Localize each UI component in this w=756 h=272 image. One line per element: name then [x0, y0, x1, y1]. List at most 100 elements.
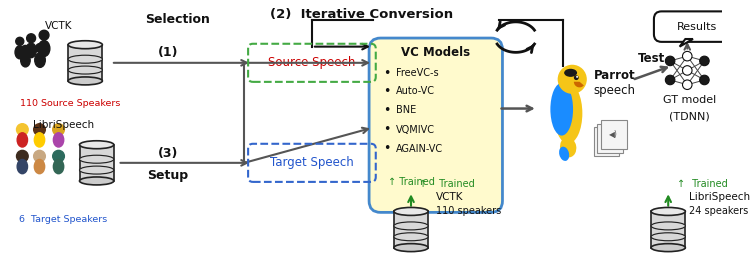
Text: VQMIVC: VQMIVC — [396, 125, 435, 134]
Text: Trained: Trained — [689, 179, 728, 189]
Text: BNE: BNE — [396, 106, 416, 115]
Ellipse shape — [651, 233, 686, 241]
Text: ↑: ↑ — [677, 179, 685, 189]
Circle shape — [36, 44, 45, 52]
Circle shape — [53, 124, 64, 135]
Circle shape — [21, 45, 29, 53]
Text: ↑ Trained: ↑ Trained — [388, 177, 435, 187]
Ellipse shape — [26, 43, 36, 58]
Ellipse shape — [394, 233, 428, 241]
Text: Test: Test — [637, 52, 665, 64]
Circle shape — [17, 124, 28, 135]
Ellipse shape — [79, 141, 114, 149]
Text: GT model: GT model — [662, 95, 716, 105]
Text: 110 Source Speakers: 110 Source Speakers — [20, 99, 120, 108]
Circle shape — [683, 51, 692, 61]
Circle shape — [683, 80, 692, 89]
Circle shape — [574, 75, 578, 80]
Text: LibriSpeech: LibriSpeech — [33, 120, 94, 130]
Text: Parrot: Parrot — [594, 69, 636, 82]
Ellipse shape — [394, 244, 428, 252]
Polygon shape — [680, 39, 693, 47]
Text: LibriSpeech: LibriSpeech — [689, 192, 750, 202]
Text: •: • — [383, 85, 391, 98]
Circle shape — [558, 65, 587, 94]
Text: •: • — [383, 104, 391, 117]
Circle shape — [665, 56, 675, 66]
Ellipse shape — [68, 66, 102, 74]
Text: (3): (3) — [158, 147, 178, 160]
Text: (TDNN): (TDNN) — [669, 111, 710, 121]
Circle shape — [53, 150, 64, 162]
Ellipse shape — [68, 41, 102, 49]
Text: Results: Results — [677, 21, 717, 32]
Circle shape — [683, 66, 692, 75]
Ellipse shape — [68, 55, 102, 63]
Ellipse shape — [564, 69, 577, 77]
Ellipse shape — [651, 222, 686, 230]
FancyBboxPatch shape — [597, 123, 623, 153]
Ellipse shape — [79, 177, 114, 185]
Ellipse shape — [554, 83, 582, 144]
Ellipse shape — [559, 147, 569, 161]
FancyBboxPatch shape — [593, 127, 619, 156]
FancyBboxPatch shape — [369, 38, 503, 212]
Text: Selection: Selection — [145, 13, 210, 26]
Ellipse shape — [35, 53, 45, 67]
Text: (1): (1) — [158, 46, 178, 59]
Text: speech: speech — [594, 84, 636, 97]
Circle shape — [39, 30, 49, 40]
Text: AGAIN-VC: AGAIN-VC — [396, 144, 443, 154]
Text: ◀): ◀) — [609, 130, 618, 139]
Circle shape — [26, 34, 36, 43]
Circle shape — [576, 76, 578, 78]
Ellipse shape — [560, 137, 576, 157]
Text: 24 speakers: 24 speakers — [689, 206, 748, 217]
Ellipse shape — [17, 159, 27, 174]
Ellipse shape — [394, 222, 428, 230]
Circle shape — [699, 75, 709, 85]
Bar — [79, 145, 114, 181]
Circle shape — [16, 37, 23, 45]
Circle shape — [34, 124, 45, 135]
Bar — [68, 45, 102, 81]
Text: •: • — [383, 123, 391, 136]
Ellipse shape — [15, 46, 24, 59]
Text: (2)  Iterative Conversion: (2) Iterative Conversion — [270, 8, 453, 21]
FancyBboxPatch shape — [654, 11, 739, 42]
Text: Target Speech: Target Speech — [270, 156, 354, 169]
Text: 6  Target Speakers: 6 Target Speakers — [19, 215, 107, 224]
Circle shape — [17, 150, 28, 162]
Bar — [651, 211, 686, 248]
Ellipse shape — [79, 155, 114, 163]
Ellipse shape — [651, 244, 686, 252]
Text: Setup: Setup — [147, 169, 189, 182]
Wedge shape — [574, 82, 584, 87]
Ellipse shape — [68, 77, 102, 85]
Ellipse shape — [17, 133, 27, 147]
Ellipse shape — [34, 133, 45, 147]
Ellipse shape — [79, 166, 114, 174]
FancyBboxPatch shape — [601, 120, 627, 149]
Ellipse shape — [394, 208, 428, 215]
Text: •: • — [383, 67, 391, 80]
Text: ↑: ↑ — [420, 179, 427, 189]
Ellipse shape — [34, 159, 45, 174]
Text: Trained: Trained — [435, 179, 475, 189]
Text: VC Models: VC Models — [401, 46, 470, 59]
Bar — [394, 211, 428, 248]
Text: Source Speech: Source Speech — [268, 56, 355, 69]
Text: VCTK: VCTK — [45, 21, 73, 31]
Text: 110 speakers: 110 speakers — [435, 206, 501, 217]
Ellipse shape — [20, 54, 30, 67]
Text: VCTK: VCTK — [435, 192, 463, 202]
Circle shape — [665, 75, 675, 85]
Ellipse shape — [54, 159, 64, 174]
Text: •: • — [383, 142, 391, 155]
Ellipse shape — [550, 83, 573, 135]
Ellipse shape — [54, 133, 64, 147]
Circle shape — [699, 56, 709, 66]
Ellipse shape — [651, 208, 686, 215]
Text: FreeVC-s: FreeVC-s — [396, 68, 438, 78]
Ellipse shape — [39, 41, 50, 57]
